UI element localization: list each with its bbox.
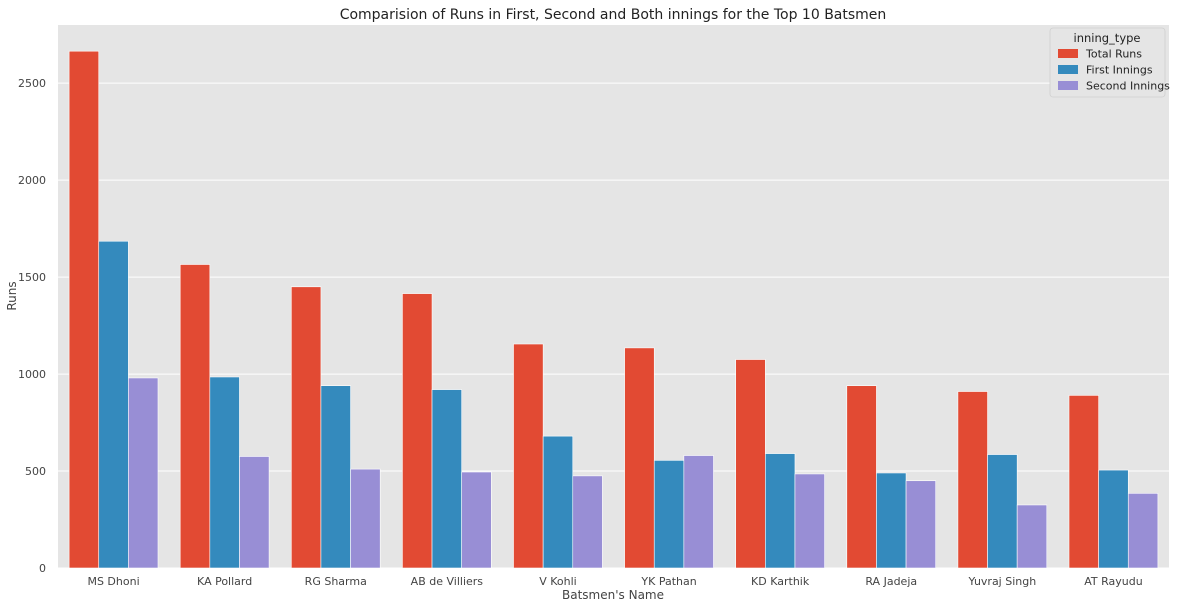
legend: inning_type Total Runs First Innings Secon…: [1049, 27, 1170, 98]
bar-total-runs: [1068, 395, 1099, 569]
legend-swatch: [1058, 65, 1078, 74]
bar-total-runs: [179, 264, 211, 569]
legend-label: First Innings: [1086, 64, 1153, 77]
y-axis-label: Runs: [5, 281, 19, 310]
y-tick-label: 0: [39, 562, 46, 575]
bar-total-runs: [402, 293, 433, 569]
bar-total-runs: [846, 385, 877, 569]
bar-second-innings: [1127, 493, 1159, 569]
bar-first-innings: [987, 454, 1018, 569]
bar-second-innings: [1016, 504, 1048, 569]
y-tick-label: 500: [25, 465, 46, 478]
x-tick-label: KA Pollard: [197, 575, 252, 588]
legend-label: Second Innings: [1086, 80, 1170, 93]
bar-first-innings: [876, 472, 907, 569]
legend-title: inning_type: [1074, 31, 1141, 45]
chart-title: Comparision of Runs in First, Second and…: [340, 7, 887, 23]
bar-total-runs: [957, 391, 988, 569]
y-tick-labels: 0 500 1000 1500 2000 2500: [18, 77, 46, 575]
bar-first-innings: [320, 385, 351, 569]
bar-second-innings: [794, 473, 825, 569]
x-axis-label: Batsmen's Name: [562, 588, 664, 602]
legend-label: Total Runs: [1085, 48, 1142, 61]
x-tick-label: MS Dhoni: [87, 575, 139, 588]
y-tick-label: 1000: [18, 368, 46, 381]
bar-first-innings: [431, 389, 462, 569]
bar-first-innings: [1098, 469, 1129, 569]
bar-first-innings: [765, 453, 796, 569]
x-tick-label: KD Karthik: [751, 575, 810, 588]
x-tick-label: V Kohli: [539, 575, 577, 588]
bar-first-innings: [653, 460, 685, 569]
bar-first-innings: [98, 240, 129, 569]
y-tick-label: 2500: [18, 77, 46, 90]
x-tick-label: Yuvraj Singh: [967, 575, 1036, 588]
x-tick-label: AT Rayudu: [1084, 575, 1142, 588]
bar-second-innings: [683, 455, 714, 569]
legend-swatch: [1058, 81, 1078, 90]
legend-box: [1049, 27, 1166, 98]
bar-total-runs: [624, 347, 655, 569]
bar-total-runs: [68, 50, 100, 569]
y-tick-label: 1500: [18, 271, 46, 284]
bar-second-innings: [461, 471, 492, 569]
bar-second-innings: [905, 480, 936, 569]
bar-first-innings: [542, 435, 574, 569]
bar-second-innings: [572, 475, 603, 569]
bars: [68, 50, 1159, 569]
bar-total-runs: [291, 286, 322, 569]
bar-second-innings: [128, 377, 159, 569]
legend-items: Total Runs First Innings Second Innings: [1058, 48, 1170, 93]
x-tick-label: RA Jadeja: [865, 575, 917, 588]
x-tick-label: RG Sharma: [305, 575, 367, 588]
y-tick-label: 2000: [18, 174, 46, 187]
bar-total-runs: [735, 359, 766, 569]
bar-second-innings: [350, 468, 381, 569]
x-tick-label: YK Pathan: [640, 575, 696, 588]
bar-total-runs: [513, 343, 544, 569]
legend-swatch: [1058, 49, 1078, 58]
x-tick-labels: MS Dhoni KA Pollard RG Sharma AB de Villier…: [87, 575, 1142, 588]
bar-second-innings: [239, 456, 270, 569]
bar-first-innings: [209, 376, 240, 569]
x-tick-label: AB de Villiers: [411, 575, 484, 588]
